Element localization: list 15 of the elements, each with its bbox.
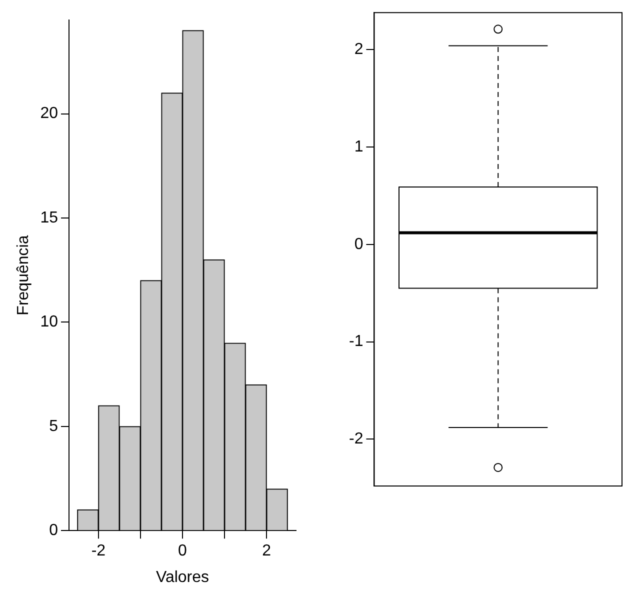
x-tick-label: 2 xyxy=(262,542,272,560)
y-tick-label: 0 xyxy=(354,236,364,253)
x-axis-title: Valores xyxy=(156,568,210,586)
y-axis-title: Frequência xyxy=(15,235,32,316)
y-tick-label: 20 xyxy=(40,105,58,122)
y-tick-label: 5 xyxy=(49,418,58,435)
x-tick-label: 0 xyxy=(178,542,188,560)
y-tick-label: -2 xyxy=(348,430,364,448)
y-tick-label: 15 xyxy=(40,209,58,226)
y-tick-label: 1 xyxy=(354,138,364,156)
y-tick-label: 10 xyxy=(40,314,58,331)
y-tick-label: -1 xyxy=(348,333,364,350)
x-tick-label: -2 xyxy=(91,542,106,560)
y-tick-label: 0 xyxy=(49,522,58,540)
y-tick-label: 2 xyxy=(354,41,364,58)
